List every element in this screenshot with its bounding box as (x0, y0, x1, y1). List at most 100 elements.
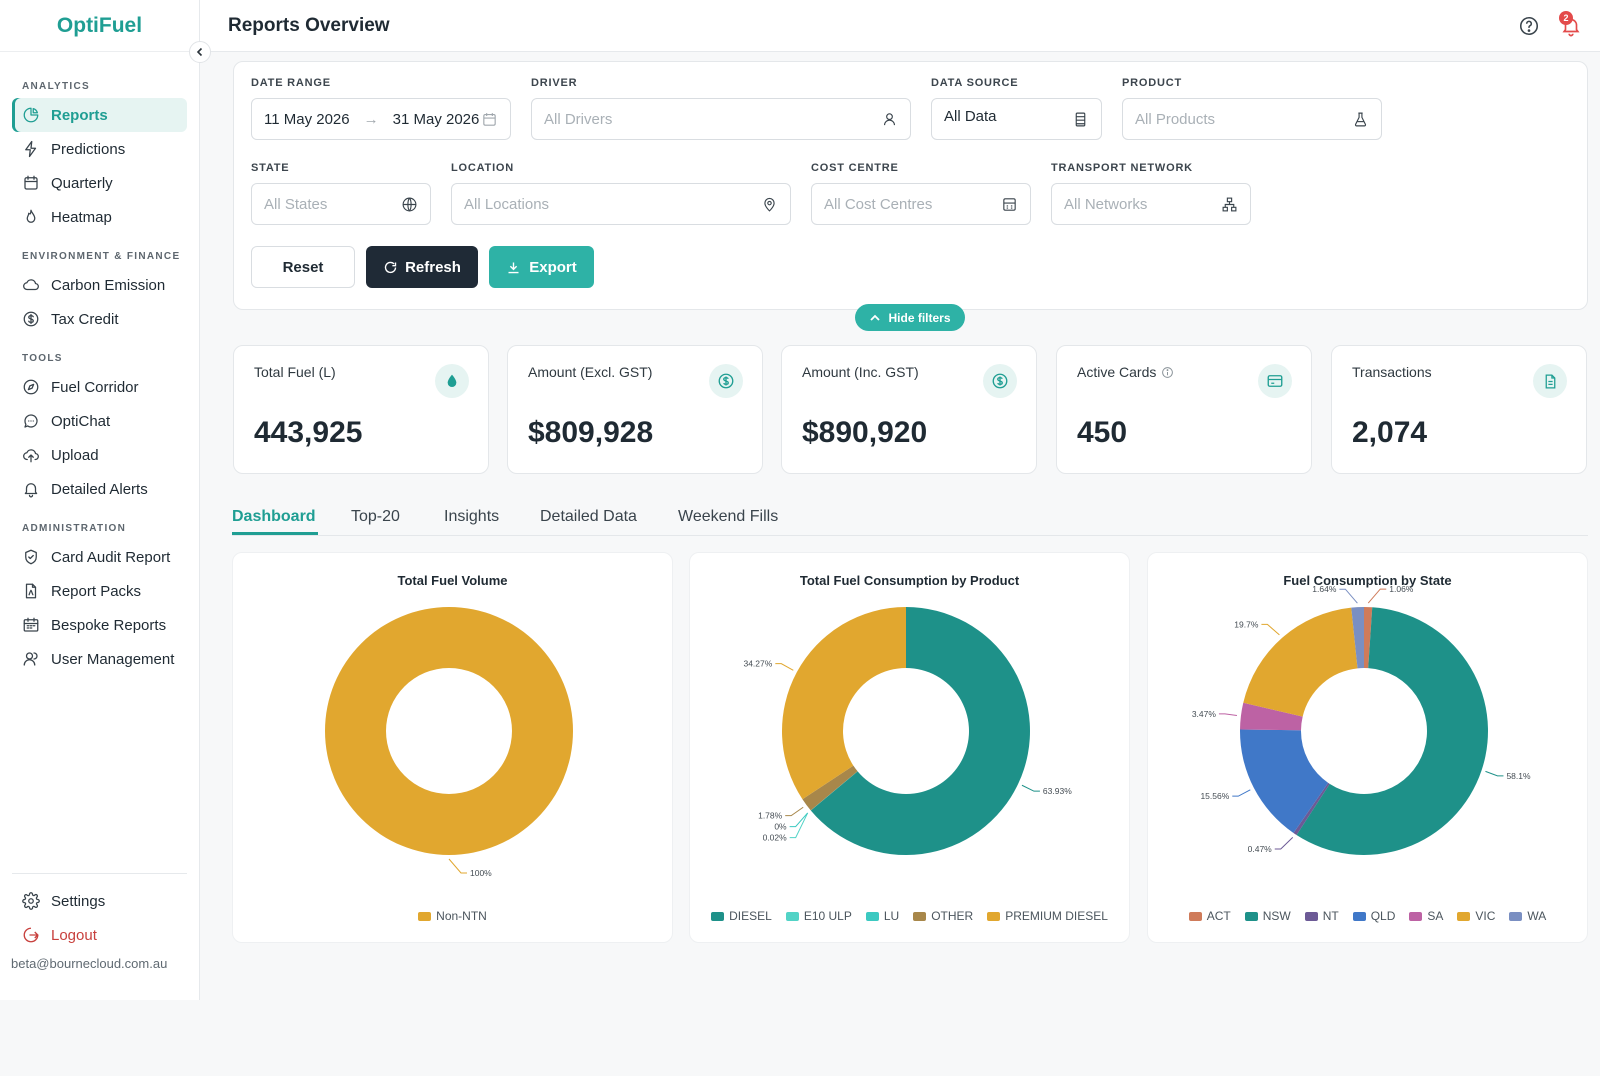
data-label: 0.47% (1248, 844, 1273, 854)
legend-item[interactable]: Non-NTN (418, 909, 487, 923)
tab-weekend-fills[interactable]: Weekend Fills (678, 508, 779, 525)
sidebar-item-fuel-corridor[interactable]: Fuel Corridor (12, 370, 187, 404)
sidebar-item-label: Tax Credit (51, 310, 119, 328)
legend-label: E10 ULP (803, 909, 852, 923)
date-range-label: DATE RANGE (251, 77, 331, 89)
slice-nt[interactable] (1293, 782, 1330, 836)
slice-sa[interactable] (1240, 702, 1303, 731)
refresh-label: Refresh (405, 258, 461, 276)
driver-select[interactable]: All Drivers (531, 98, 911, 140)
legend-item[interactable]: LU (865, 909, 900, 923)
kpi-card-amount-inc-gst: Amount (Inc. GST) $890,920 (781, 345, 1037, 474)
slice-premium-diesel[interactable] (782, 607, 906, 800)
state-select[interactable]: All States (251, 183, 431, 225)
tab-top-20[interactable]: Top-20 (351, 508, 400, 525)
data-label: 1.78% (758, 811, 783, 821)
refresh-button[interactable]: Refresh (366, 246, 478, 288)
slice-qld[interactable] (1240, 729, 1329, 833)
compass-icon (23, 379, 39, 395)
legend-item[interactable]: WA (1509, 909, 1546, 923)
shield-check-icon (25, 549, 37, 565)
sidebar-item-user-management[interactable]: User Management (12, 642, 187, 676)
tab-dashboard[interactable]: Dashboard (232, 508, 316, 525)
legend-swatch (1352, 911, 1366, 921)
tab-detailed-data[interactable]: Detailed Data (540, 508, 637, 525)
sidebar-item-quarterly[interactable]: Quarterly (12, 166, 187, 200)
slice-act[interactable] (1364, 607, 1373, 669)
file-icon (25, 583, 37, 599)
legend-item[interactable]: PREMIUM DIESEL (987, 909, 1108, 923)
kpi-value: $890,920 (802, 416, 928, 449)
chart-card-total-fuel-volume: Total Fuel Volume 100% Non-NTN (232, 552, 673, 943)
sidebar-item-label: Predictions (51, 140, 126, 158)
kpi-card-amount-excl-gst: Amount (Excl. GST) $809,928 (507, 345, 763, 474)
legend-item[interactable]: E10 ULP (785, 909, 852, 923)
sidebar-item-reports[interactable]: Reports (12, 98, 187, 132)
cloud-upload-icon (23, 449, 39, 463)
sidebar-item-carbon-emission[interactable]: Carbon Emission (12, 268, 187, 302)
chat-icon (24, 414, 38, 428)
sidebar-item-detailed-alerts[interactable]: Detailed Alerts (12, 472, 187, 506)
gear-icon (22, 892, 40, 910)
legend-item[interactable]: NT (1304, 909, 1339, 923)
data-label: 34.27% (743, 659, 772, 669)
legend-item[interactable]: VIC (1457, 909, 1495, 923)
slice-other[interactable] (802, 765, 858, 811)
chart-title: Fuel Consumption by State (1283, 573, 1452, 588)
sidebar-item-tax-credit[interactable]: Tax Credit (12, 302, 187, 336)
legend-label: LU (883, 909, 900, 923)
reset-button[interactable]: Reset (251, 246, 355, 288)
dollar-icon (992, 373, 1008, 389)
donut-chart-consumption-by-state: 1.06% 58.1% 0.47% 15.56% 3.47% 19.7% 1.64% (1192, 584, 1531, 855)
sidebar-item-settings[interactable]: Settings (12, 884, 187, 918)
sidebar-item-heatmap[interactable]: Heatmap (12, 200, 187, 234)
slice-wa[interactable] (1351, 607, 1364, 669)
transport-network-select[interactable]: All Networks (1051, 183, 1251, 225)
slice-nsw[interactable] (1296, 607, 1488, 855)
legend-item[interactable]: QLD (1352, 909, 1395, 923)
location-select[interactable]: All Locations (451, 183, 791, 225)
collapse-sidebar-button[interactable] (189, 41, 211, 63)
sidebar-item-report-packs[interactable]: Report Packs (12, 574, 187, 608)
sidebar-section-title: TOOLS (22, 353, 63, 364)
leader-line (785, 806, 804, 817)
sidebar-item-optichat[interactable]: OptiChat (12, 404, 187, 438)
legend-item[interactable]: ACT (1188, 909, 1231, 923)
product-select[interactable]: All Products (1122, 98, 1382, 140)
leader-line (1339, 588, 1358, 604)
sidebar-item-logout[interactable]: Logout (12, 918, 187, 952)
kpi-label: Transactions (1352, 364, 1432, 380)
sidebar-item-predictions[interactable]: Predictions (12, 132, 187, 166)
data-label: 15.56% (1200, 791, 1229, 801)
export-button[interactable]: Export (489, 246, 594, 288)
legend-item[interactable]: SA (1409, 909, 1443, 923)
sidebar-item-label: Bespoke Reports (51, 616, 167, 634)
sidebar-item-bespoke-reports[interactable]: Bespoke Reports (12, 608, 187, 642)
slice-non-ntn[interactable] (325, 607, 573, 855)
chevron-up-icon (870, 314, 881, 321)
brand-logo[interactable]: OptiFuel (0, 0, 199, 52)
slice-diesel[interactable] (810, 607, 1030, 855)
location-label: LOCATION (451, 162, 515, 174)
report-tabs: Dashboard Top-20 Insights Detailed Data … (232, 496, 1588, 536)
help-icon[interactable] (1518, 15, 1540, 37)
legend-item[interactable]: DIESEL (711, 909, 772, 923)
droplet-icon (447, 374, 457, 387)
tab-insights[interactable]: Insights (444, 508, 500, 525)
info-icon[interactable] (1161, 366, 1174, 379)
calculator-icon (1003, 198, 1016, 211)
slice-e10-ulp[interactable] (810, 771, 858, 811)
donut-chart-consumption-by-product: 63.93% 0.02%0%1.78% 34.27% (743, 607, 1072, 855)
data-source-select[interactable]: All Data (931, 98, 1102, 140)
data-label: 3.47% (1192, 709, 1217, 719)
legend-item[interactable]: OTHER (913, 909, 973, 923)
legend-swatch (913, 911, 927, 921)
hide-filters-button[interactable]: Hide filters (855, 304, 965, 331)
legend-item[interactable]: NSW (1244, 909, 1291, 923)
date-range-picker[interactable]: 11 May 2026 → 31 May 2026 (251, 98, 511, 140)
export-label: Export (529, 258, 577, 276)
cost-centre-select[interactable]: All Cost Centres (811, 183, 1031, 225)
sidebar-item-card-audit-report[interactable]: Card Audit Report (12, 540, 187, 574)
slice-vic[interactable] (1243, 607, 1358, 717)
sidebar-item-upload[interactable]: Upload (12, 438, 187, 472)
